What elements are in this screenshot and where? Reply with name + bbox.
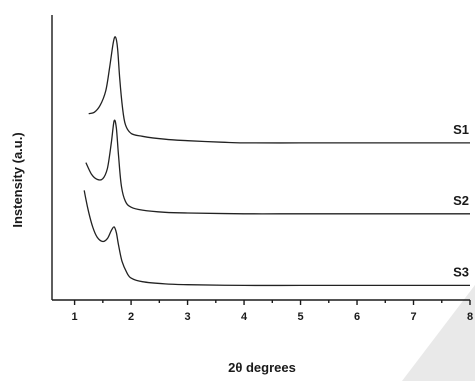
x-axis-title: 2θ degrees bbox=[228, 360, 296, 375]
x-tick-label: 1 bbox=[72, 311, 78, 323]
trace-s3 bbox=[83, 190, 470, 287]
x-tick-group: 1 2 3 4 5 6 7 8 bbox=[72, 300, 473, 323]
series-label-group: S1 S2 S3 bbox=[453, 122, 469, 280]
series-label-s1: S1 bbox=[453, 122, 469, 137]
series-label-s3: S3 bbox=[453, 264, 469, 279]
trace-s1 bbox=[88, 36, 470, 144]
x-tick-label: 3 bbox=[185, 311, 191, 323]
y-axis-title: Instensity (a.u.) bbox=[10, 132, 25, 227]
trace-group bbox=[83, 36, 470, 287]
x-tick-label: 8 bbox=[467, 311, 473, 323]
x-tick-label: 4 bbox=[241, 311, 248, 323]
x-tick-label: 7 bbox=[410, 311, 416, 323]
x-tick-label: 6 bbox=[354, 311, 360, 323]
series-label-s2: S2 bbox=[453, 193, 469, 208]
watermark-triangle bbox=[402, 285, 475, 381]
x-tick-label: 2 bbox=[128, 311, 134, 323]
trace-s2 bbox=[85, 119, 470, 215]
x-tick-label: 5 bbox=[297, 311, 303, 323]
